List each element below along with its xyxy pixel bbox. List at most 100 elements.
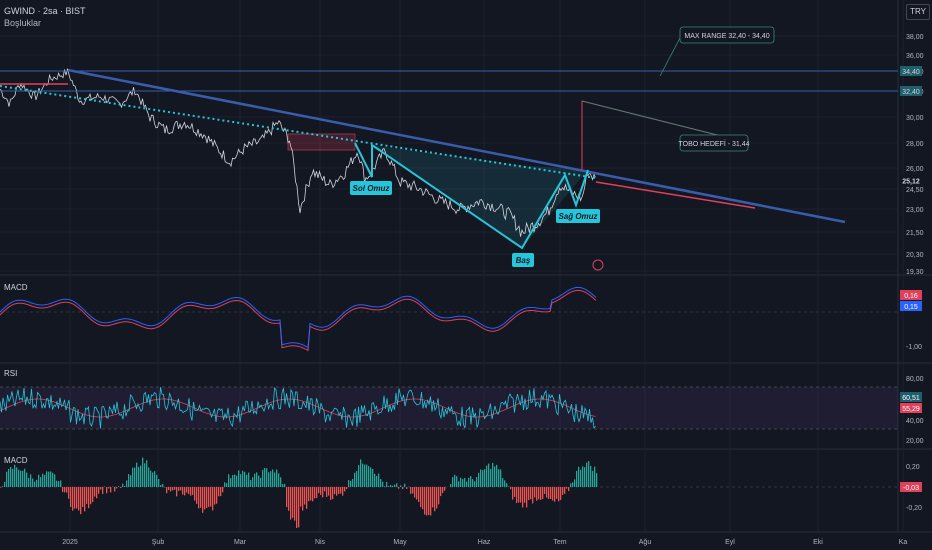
hist-bar <box>352 479 354 487</box>
current-price-label: 25,12 <box>902 178 920 185</box>
hist-bar <box>386 482 388 487</box>
hist-bar <box>414 487 416 498</box>
hist-bar <box>358 465 360 487</box>
pattern-fill <box>372 145 588 248</box>
hist-bar <box>114 487 116 492</box>
hist-bar <box>14 464 16 487</box>
x-tick-label: Nis <box>315 539 326 546</box>
hist-bar <box>258 475 260 487</box>
hist-bar <box>430 487 432 516</box>
hist-bar <box>474 481 476 487</box>
hist-bar <box>452 477 454 487</box>
hist-bar <box>456 476 458 487</box>
hist-bar <box>196 487 198 504</box>
hist-bar <box>296 487 298 528</box>
hist-bar <box>194 487 196 501</box>
hist-bar <box>50 471 52 487</box>
y-tick-label: 36,00 <box>906 53 924 60</box>
hist-bar <box>118 486 120 487</box>
max-range-label: MAX RANGE 32,40 - 34,40 <box>684 33 769 40</box>
hist-bar <box>254 473 256 487</box>
hist-bar <box>242 470 244 487</box>
hist-bar <box>256 472 258 487</box>
hist-bar <box>16 467 18 487</box>
hist-bar <box>160 485 162 487</box>
hist-bar <box>354 472 356 487</box>
head-shoulders-pattern <box>354 142 589 250</box>
hist-bar <box>334 487 336 495</box>
hist-bar <box>22 470 24 487</box>
hist-bar <box>176 487 178 497</box>
hist-bar <box>128 474 130 487</box>
hist-bar <box>148 467 150 487</box>
macd-value: 0,16 <box>904 293 918 300</box>
rsi-y-tick: 80,00 <box>906 376 924 383</box>
y-tick-label: 30,00 <box>906 115 924 122</box>
macd-y-tick: -1,00 <box>906 344 922 351</box>
hist-bar <box>152 472 154 487</box>
hist-bar <box>82 487 84 508</box>
hist-bar <box>400 485 402 487</box>
hist-bar <box>126 480 128 487</box>
hist-bar <box>566 487 568 489</box>
hist-bar <box>232 475 234 487</box>
target-label: TOBO HEDEFİ - 31,44 <box>678 139 749 148</box>
y-tick-label: 21,50 <box>906 230 924 237</box>
hist-bar <box>340 487 342 494</box>
hist-bar <box>476 477 478 487</box>
hist-bar <box>272 469 274 487</box>
hist-bar <box>562 487 564 495</box>
hist-bar <box>576 470 578 487</box>
hist-bar <box>62 487 64 492</box>
hist-bar <box>218 487 220 497</box>
hist-bar <box>116 487 118 489</box>
hist-bar <box>260 477 262 487</box>
hist-bar <box>382 481 384 487</box>
hist-bar <box>554 487 556 502</box>
hist-bar <box>236 475 238 487</box>
right-shoulder-label: Sağ Omuz <box>558 212 597 221</box>
y-tick-label: 23,00 <box>906 207 924 214</box>
x-tick-label: Mar <box>234 539 247 546</box>
hist-bar <box>46 471 48 487</box>
hist-bar <box>370 467 372 487</box>
macd-signal-line <box>0 289 597 352</box>
hist-bar <box>530 487 532 500</box>
price-line <box>0 68 596 237</box>
hist-bar <box>360 459 362 487</box>
hist-bar <box>486 465 488 487</box>
y-tick-label: 38,00 <box>906 34 924 41</box>
right-shoulder-label-box <box>556 209 600 223</box>
hist-bar <box>398 487 400 489</box>
hist-bar <box>528 487 530 501</box>
hist-bar <box>294 487 296 521</box>
hist-bar <box>388 485 390 487</box>
hist-bar <box>84 487 86 512</box>
hist-bar <box>20 470 22 487</box>
hist-bar <box>462 479 464 487</box>
hist-bar <box>154 471 156 487</box>
rsi-ma-value: 55,29 <box>902 406 920 413</box>
hist-bar <box>510 487 512 490</box>
hist-bar <box>308 487 310 502</box>
hist-bar <box>134 467 136 487</box>
hist-bar <box>552 487 554 501</box>
hist-bar <box>278 473 280 487</box>
left-shoulder-label: Sol Omuz <box>353 184 390 193</box>
hist-bar <box>560 487 562 500</box>
hist-bar <box>502 478 504 487</box>
hist-bar <box>342 487 344 496</box>
hist-bar <box>120 487 122 488</box>
hist-bar <box>396 483 398 487</box>
hist-bar <box>88 487 90 509</box>
hist-bar <box>4 481 6 487</box>
currency-button[interactable]: TRY <box>906 4 930 20</box>
hist-bar <box>558 487 560 502</box>
hist-bar <box>264 468 266 487</box>
hist-bar <box>234 474 236 487</box>
rsi-ma-tag <box>900 403 922 413</box>
hist-bar <box>132 467 134 487</box>
hist-bar <box>138 466 140 487</box>
hist-bar <box>292 487 294 518</box>
